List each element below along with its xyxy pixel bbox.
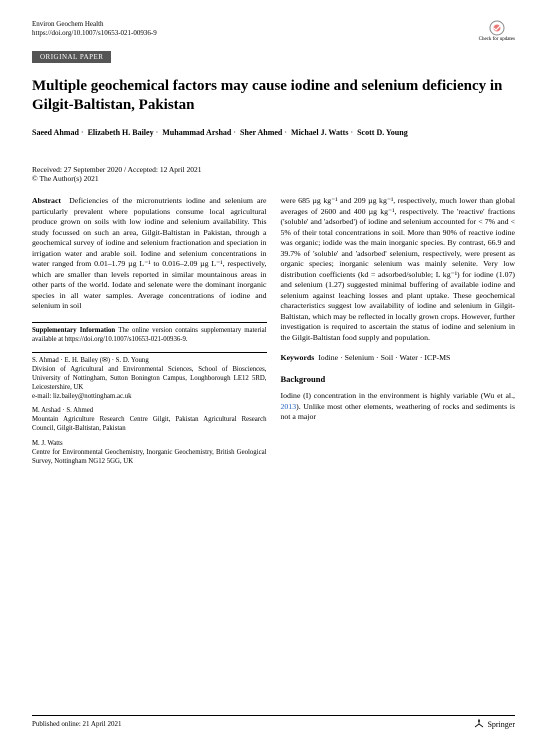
affil-names: M. Arshad · S. Ahmed (32, 407, 267, 416)
left-column: Abstract Deficiencies of the micronutrie… (32, 196, 267, 472)
affil-names: M. J. Watts (32, 440, 267, 449)
check-updates-icon (489, 20, 505, 36)
background-para: Iodine (I) concentration in the environm… (281, 391, 516, 423)
author: Saeed Ahmad (32, 128, 79, 137)
author: Michael J. Watts (291, 128, 348, 137)
background-heading: Background (281, 374, 516, 385)
copyright-line: © The Author(s) 2021 (32, 174, 515, 184)
affil-block-2: M. Arshad · S. Ahmed Mountain Agricultur… (32, 407, 267, 433)
affil-block-1: S. Ahmad · E. H. Bailey (✉) · S. D. Youn… (32, 357, 267, 401)
author: Scott D. Young (357, 128, 408, 137)
author: Elizabeth H. Bailey (88, 128, 154, 137)
doi-link[interactable]: https://doi.org/10.1007/s10653-021-00936… (32, 29, 157, 38)
affiliations: S. Ahmad · E. H. Bailey (✉) · S. D. Youn… (32, 352, 267, 466)
author: Sher Ahmed (240, 128, 282, 137)
check-updates-badge[interactable]: Check for updates (479, 20, 515, 42)
citation-year[interactable]: 2013 (281, 402, 297, 411)
affil-email: e-mail: liz.bailey@nottingham.ac.uk (32, 393, 267, 402)
paper-type-tag: ORIGINAL PAPER (32, 51, 111, 63)
affil-names: S. Ahmad · E. H. Bailey (✉) · S. D. Youn… (32, 357, 267, 366)
journal-name: Environ Geochem Health (32, 20, 157, 29)
publisher-name: Springer (487, 720, 515, 729)
affil-block-3: M. J. Watts Centre for Environmental Geo… (32, 440, 267, 466)
affil-text: Mountain Agriculture Research Centre Gil… (32, 416, 267, 434)
affil-text: Division of Agricultural and Environment… (32, 366, 267, 392)
supplementary-info: Supplementary Information The online ver… (32, 322, 267, 345)
received-accepted: Received: 27 September 2020 / Accepted: … (32, 165, 515, 175)
paper-title: Multiple geochemical factors may cause i… (32, 77, 515, 115)
springer-icon (474, 719, 484, 729)
bg-text-a: Iodine (I) concentration in the environm… (281, 391, 516, 400)
journal-header: Environ Geochem Health https://doi.org/1… (32, 20, 157, 38)
author-list: Saeed Ahmad· Elizabeth H. Bailey· Muhamm… (32, 127, 515, 139)
keywords-label: Keywords (281, 353, 315, 362)
affil-text: Centre for Environmental Geochemistry, I… (32, 449, 267, 467)
abstract-label: Abstract (32, 196, 61, 205)
right-column: were 685 µg kg⁻¹ and 209 µg kg⁻¹, respec… (281, 196, 516, 472)
bg-text-b: ). Unlike most other elements, weatherin… (281, 402, 516, 422)
dates-block: Received: 27 September 2020 / Accepted: … (32, 165, 515, 185)
abstract-right: were 685 µg kg⁻¹ and 209 µg kg⁻¹, respec… (281, 196, 516, 343)
author: Muhammad Arshad (162, 128, 231, 137)
keywords-text: Iodine · Selenium · Soil · Water · ICP-M… (318, 353, 450, 362)
keywords-line: Keywords Iodine · Selenium · Soil · Wate… (281, 353, 516, 364)
supp-label: Supplementary Information (32, 327, 115, 334)
abstract-left: Abstract Deficiencies of the micronutrie… (32, 196, 267, 312)
abstract-left-text: Deficiencies of the micronutrients iodin… (32, 196, 267, 310)
page-footer: Published online: 21 April 2021 Springer (32, 715, 515, 729)
published-online: Published online: 21 April 2021 (32, 720, 121, 728)
publisher-brand: Springer (474, 719, 515, 729)
check-updates-label: Check for updates (479, 37, 515, 42)
